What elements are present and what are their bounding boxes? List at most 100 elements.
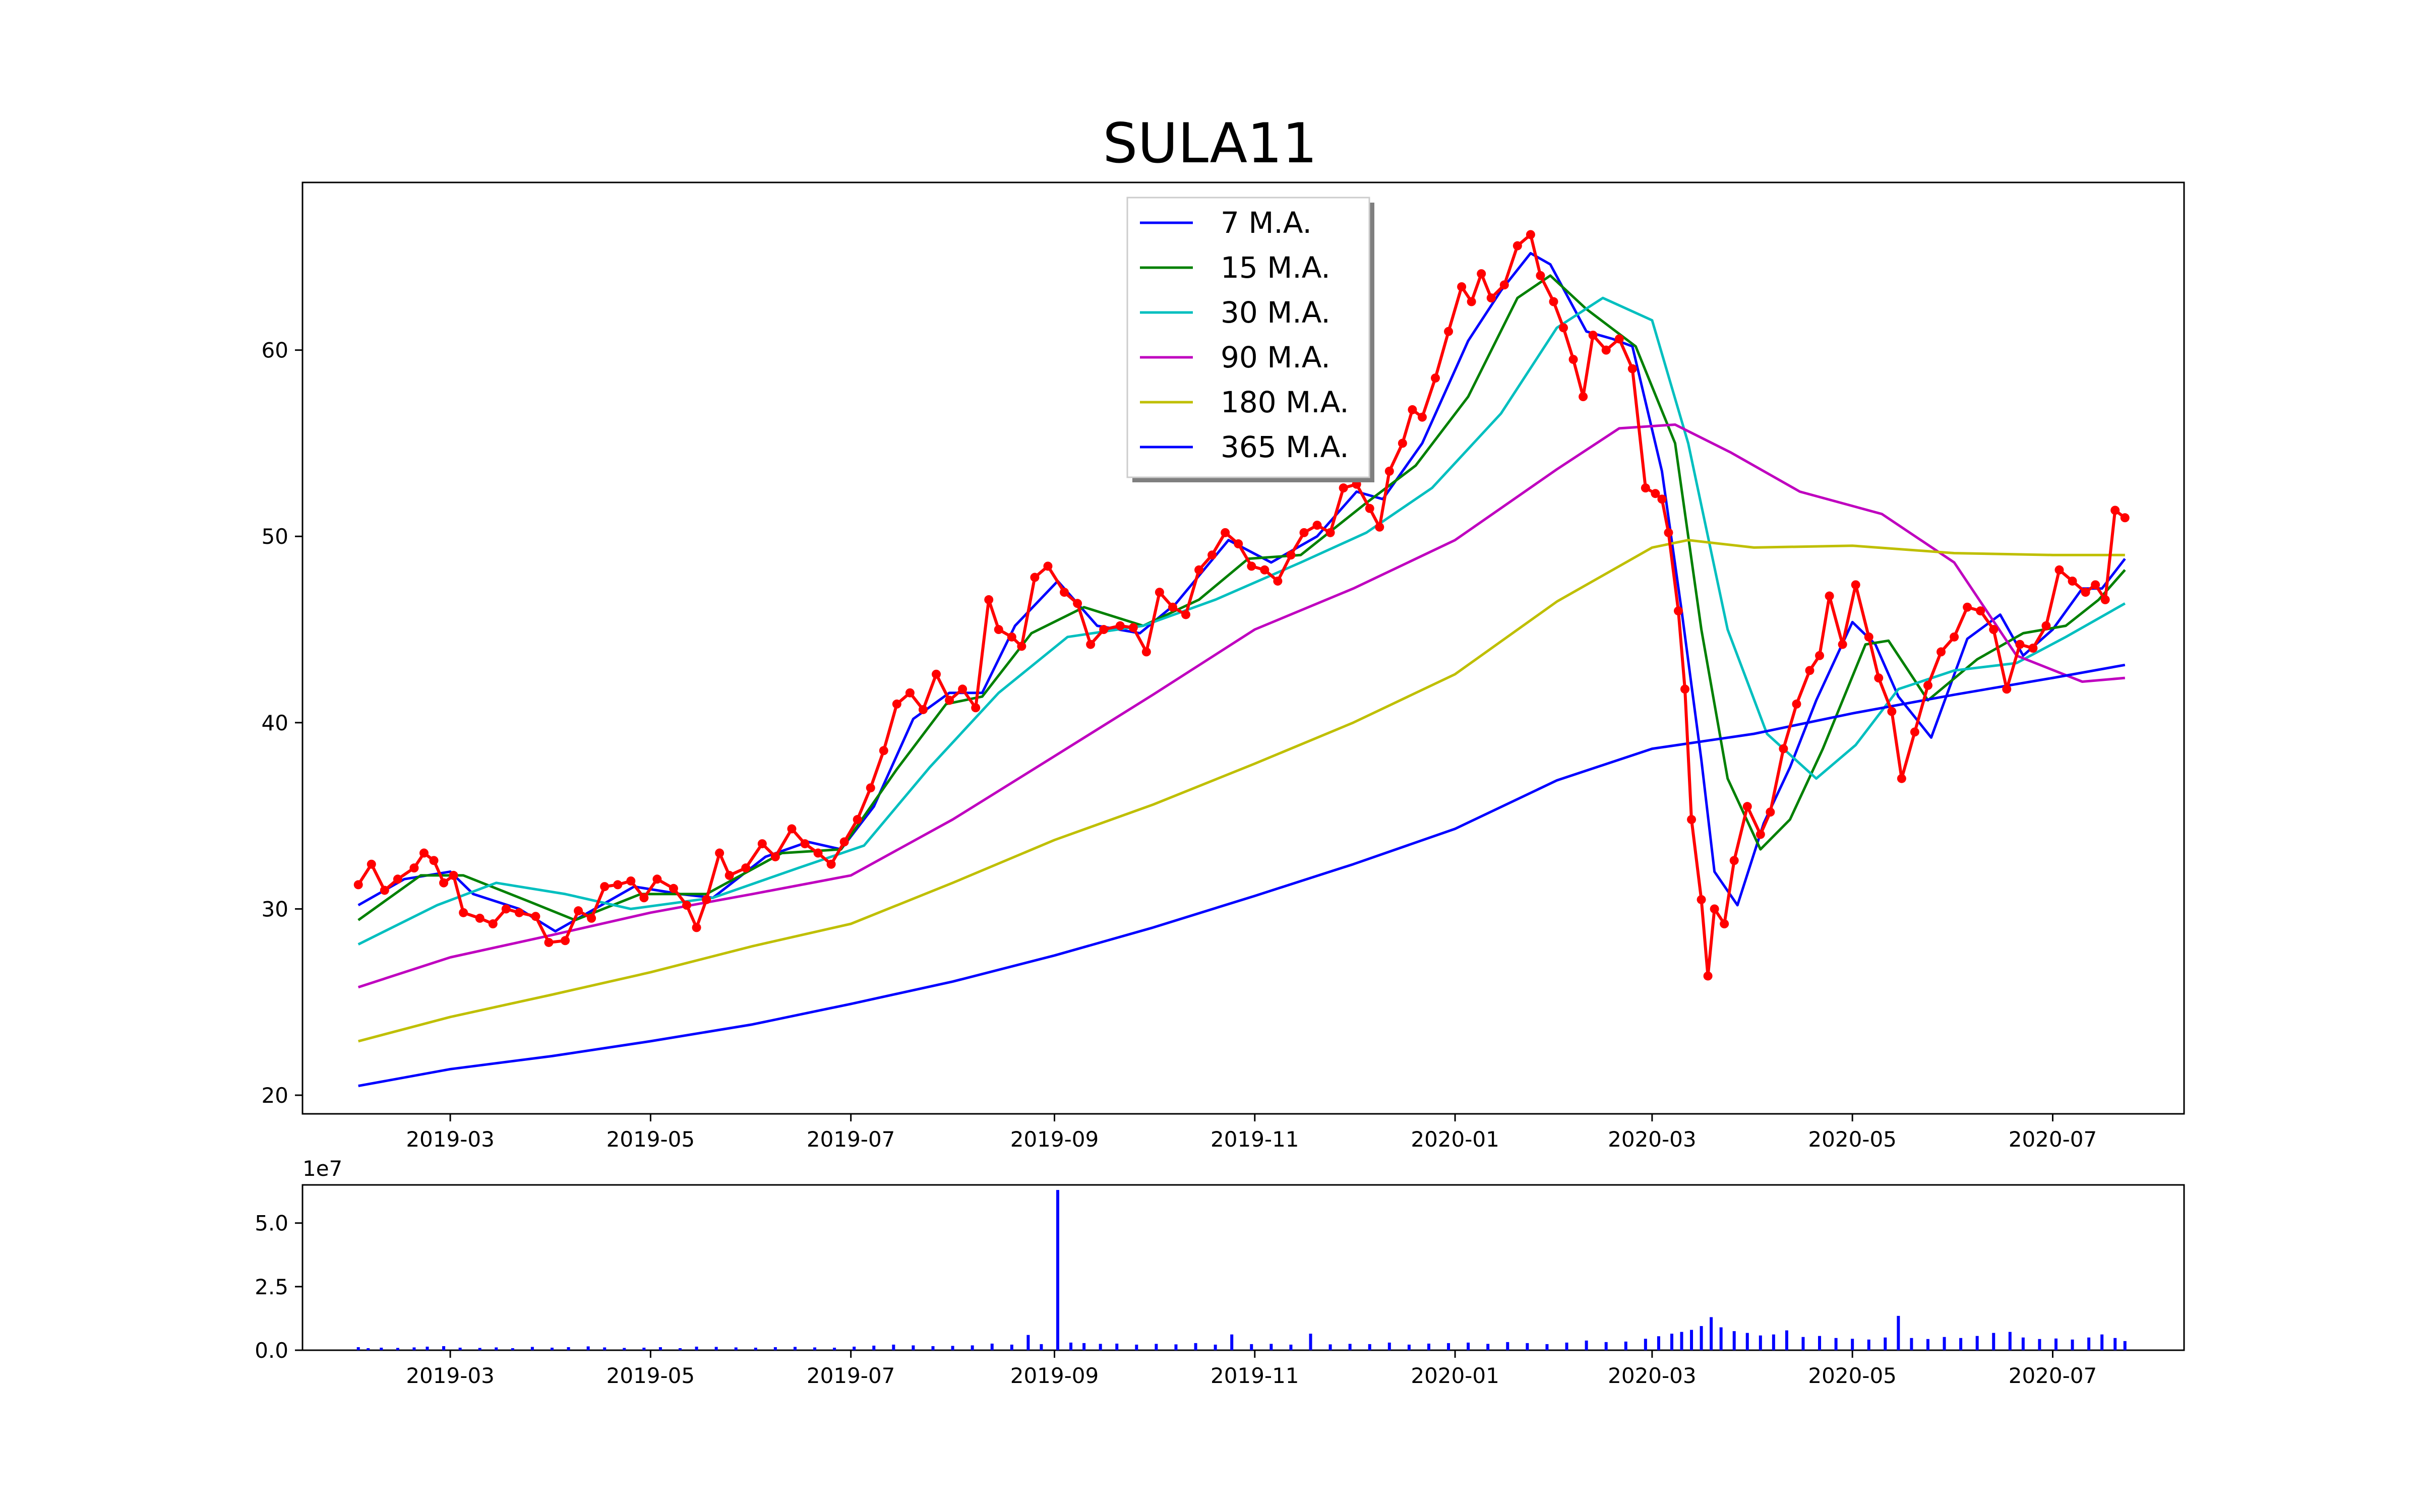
price-panel: 20 30 40 50 60 2019-03 2019-05 2019-07 2019-09 20… <box>262 181 2185 1152</box>
price-point <box>367 859 376 869</box>
volume-bar <box>1772 1334 1775 1350</box>
price-point <box>905 688 915 698</box>
volume-bar <box>793 1347 797 1350</box>
volume-bar <box>530 1347 534 1350</box>
volume-bar <box>1759 1335 1762 1350</box>
legend-label: 15 M.A. <box>1221 250 1330 285</box>
volume-bar <box>1745 1333 1749 1350</box>
price-point <box>1536 271 1545 280</box>
chart-title: SULA11 <box>1103 111 1317 175</box>
price-point <box>1963 602 1972 612</box>
volume-bar <box>1700 1326 1703 1350</box>
series-line-4 <box>357 423 2126 989</box>
volume-bar <box>442 1346 446 1350</box>
volume-bar <box>1624 1341 1627 1350</box>
volume-bar <box>931 1346 935 1350</box>
volume-bar <box>478 1348 481 1350</box>
x-tick-label: 2019-09 <box>1010 1363 1099 1388</box>
volume-bar <box>1230 1334 1234 1350</box>
price-point <box>958 684 967 694</box>
volume-bar <box>1467 1342 1470 1350</box>
price-point <box>1017 642 1026 651</box>
price-point <box>2110 506 2120 515</box>
y-tick-label: 30 <box>262 897 288 921</box>
price-point <box>1588 331 1598 340</box>
price-point <box>1408 405 1417 414</box>
price-point <box>475 913 485 923</box>
price-point <box>932 669 941 679</box>
series-line-2 <box>357 274 2126 922</box>
volume-bar <box>1710 1317 1713 1350</box>
price-point <box>1339 483 1348 493</box>
volume-bar <box>495 1347 498 1350</box>
volume-bar <box>2008 1332 2012 1350</box>
price-point <box>669 884 678 893</box>
volume-bar <box>623 1348 626 1350</box>
price-point <box>866 783 875 793</box>
price-point <box>2002 684 2012 694</box>
price-point <box>1007 632 1016 642</box>
x-tick-label: 2020-01 <box>1411 1363 1499 1388</box>
volume-y-tick-label: 2.5 <box>255 1275 288 1299</box>
volume-bar <box>1690 1330 1693 1350</box>
price-point <box>971 703 981 713</box>
volume-bar <box>1604 1342 1608 1350</box>
volume-bar <box>695 1346 698 1350</box>
volume-bar <box>1348 1344 1352 1350</box>
x-tick-label: 2020-05 <box>1808 1127 1897 1152</box>
price-point <box>853 815 862 825</box>
volume-bar <box>1250 1344 1253 1350</box>
volume-bar <box>586 1346 590 1350</box>
volume-bar <box>412 1347 416 1350</box>
price-point <box>1703 971 1713 981</box>
price-point <box>587 913 596 923</box>
price-point <box>1766 807 1775 817</box>
price-point <box>1673 606 1683 616</box>
volume-bar <box>2071 1339 2074 1350</box>
x-tick-label: 2020-07 <box>2009 1363 2097 1388</box>
volume-bar <box>714 1347 718 1350</box>
volume-bar <box>1194 1343 1197 1350</box>
price-point <box>715 848 724 858</box>
volume-bar <box>1818 1336 1822 1350</box>
price-point <box>1526 230 1535 239</box>
volume-bar <box>1269 1344 1273 1350</box>
y-tick-label: 50 <box>262 524 288 549</box>
price-point <box>1897 774 1906 783</box>
price-point <box>1710 904 1719 914</box>
x-tick-label: 2019-09 <box>1010 1127 1099 1152</box>
price-point <box>1923 680 1932 690</box>
price-point <box>1825 591 1834 601</box>
volume-bar <box>2087 1337 2091 1350</box>
volume-bar <box>734 1347 738 1350</box>
price-point <box>1664 528 1673 537</box>
price-point <box>439 878 449 888</box>
price-point <box>1467 297 1476 306</box>
volume-bar <box>1867 1339 1870 1350</box>
volume-bar <box>1565 1342 1568 1350</box>
volume-bar <box>2100 1334 2104 1350</box>
price-point <box>1325 528 1335 537</box>
volume-bar <box>603 1347 607 1350</box>
price-point <box>1030 573 1040 582</box>
price-point <box>1221 528 1230 537</box>
volume-bar <box>356 1347 360 1350</box>
volume-bar <box>642 1347 646 1350</box>
volume-bar <box>1040 1344 1043 1350</box>
volume-bar <box>658 1347 662 1350</box>
volume-bar <box>2054 1338 2058 1350</box>
volume-bar <box>511 1348 514 1350</box>
price-point <box>800 839 810 849</box>
price-point <box>1976 606 1985 616</box>
volume-bar <box>853 1346 856 1350</box>
price-point <box>574 906 583 916</box>
price-point <box>1887 707 1897 716</box>
y-tick-label: 40 <box>262 711 288 735</box>
volume-bar <box>458 1347 462 1350</box>
volume-bar <box>1447 1343 1450 1350</box>
series-line-5 <box>358 539 2125 1043</box>
price-point <box>787 824 797 834</box>
price-point <box>639 893 649 903</box>
price-point <box>1651 489 1660 498</box>
